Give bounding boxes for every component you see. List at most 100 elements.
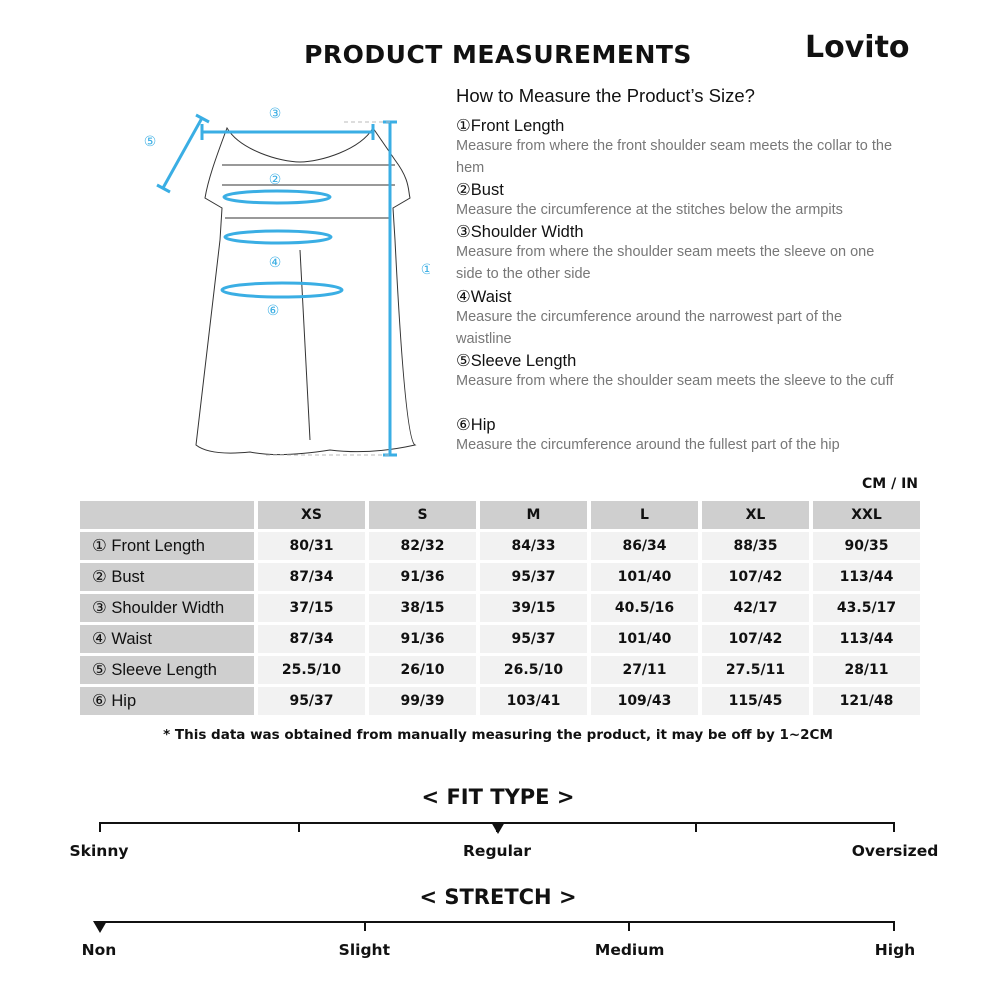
- guide-heading: How to Measure the Product’s Size?: [456, 85, 755, 106]
- scale-tick: [694, 822, 697, 832]
- scale-marker-icon: [93, 921, 107, 933]
- table-cell: 107/42: [702, 563, 809, 591]
- table-cell: 26/10: [369, 656, 476, 684]
- table-cell: 26.5/10: [480, 656, 587, 684]
- table-cell: 28/11: [813, 656, 920, 684]
- dress-diagram: ① ② ③ ④ ⑤ ⑥: [144, 106, 430, 457]
- size-header: M: [480, 501, 587, 529]
- fit-type-heading: < FIT TYPE >: [421, 785, 575, 809]
- scale-tick: [893, 822, 895, 832]
- table-cell: 27.5/11: [702, 656, 809, 684]
- guide-item: ⑥Hip Measure the circumference around the…: [456, 415, 896, 457]
- measurement-note: * This data was obtained from manually m…: [163, 727, 833, 743]
- guide-item-title: ⑤Sleeve Length: [456, 352, 577, 370]
- table-cell: 82/32: [369, 532, 476, 560]
- scale-tick: [363, 921, 366, 931]
- scale-label: Non: [81, 941, 117, 959]
- table-cell: 121/48: [813, 687, 920, 715]
- scale-label: Medium: [594, 941, 665, 959]
- table-cell: 90/35: [813, 532, 920, 560]
- label-waist: ④: [269, 255, 282, 271]
- guide-item-title: ②Bust: [456, 181, 504, 199]
- guide-item-title: ③Shoulder Width: [456, 223, 584, 241]
- label-hip: ⑥: [267, 303, 280, 319]
- scale-label: Oversized: [851, 842, 939, 860]
- size-header: XL: [702, 501, 809, 529]
- guide-item: ③Shoulder Width Measure from where the sh…: [456, 222, 896, 285]
- table-row: ⑤ Sleeve Length 25.5/10 26/10 26.5/10 27/11 2…: [80, 656, 920, 684]
- table-cell: 25.5/10: [258, 656, 365, 684]
- table-cell: 113/44: [813, 625, 920, 653]
- table-cell: 95/37: [258, 687, 365, 715]
- scale-marker-icon: [491, 822, 505, 834]
- table-cell: 91/36: [369, 563, 476, 591]
- table-row: ② Bust 87/34 91/36 95/37 101/40 107/42 113/44: [80, 563, 920, 591]
- guide-item: ④Waist Measure the circumference around t…: [456, 287, 896, 350]
- table-cell: 40.5/16: [591, 594, 698, 622]
- guide-item-desc: Measure from where the front shoulder se…: [456, 138, 893, 176]
- row-label: ③ Shoulder Width: [80, 594, 254, 622]
- table-cell: 86/34: [591, 532, 698, 560]
- row-label: ④ Waist: [80, 625, 254, 653]
- scale-label: High: [874, 941, 916, 959]
- table-row: ① Front Length 80/31 82/32 84/33 86/34 88/35 9…: [80, 532, 920, 560]
- guide-item-desc: Measure the circumference around the nar…: [456, 309, 843, 347]
- guide-item-title: ④Waist: [456, 288, 512, 306]
- table-cell: 107/42: [702, 625, 809, 653]
- label-sleeve: ⑤: [144, 134, 157, 150]
- guide-item-desc: Measure from where the shoulder seam mee…: [456, 373, 894, 389]
- table-cell: 115/45: [702, 687, 809, 715]
- table-cell: 101/40: [591, 563, 698, 591]
- row-label: ⑥ Hip: [80, 687, 254, 715]
- row-label: ① Front Length: [80, 532, 254, 560]
- guide-item: ①Front Length Measure from where the fron…: [456, 116, 896, 179]
- guide-item-desc: Measure the circumference around the ful…: [456, 437, 840, 453]
- scale-tick: [628, 921, 631, 931]
- size-header: XS: [258, 501, 365, 529]
- unit-label: CM / IN: [862, 476, 918, 492]
- table-cell: 101/40: [591, 625, 698, 653]
- table-cell: 38/15: [369, 594, 476, 622]
- guide-item-title: ①Front Length: [456, 117, 565, 135]
- table-cell: 113/44: [813, 563, 920, 591]
- label-bust: ②: [269, 172, 282, 188]
- table-row: ⑥ Hip 95/37 99/39 103/41 109/43 115/45 121/48: [80, 687, 920, 715]
- scale-tick: [893, 921, 895, 931]
- page-title: PRODUCT MEASUREMENTS: [304, 40, 692, 69]
- header-blank: [80, 501, 254, 529]
- table-cell: 80/31: [258, 532, 365, 560]
- table-cell: 37/15: [258, 594, 365, 622]
- label-shoulder: ③: [269, 106, 282, 122]
- row-label: ⑤ Sleeve Length: [80, 656, 254, 684]
- table-header-row: XS S M L XL XXL: [80, 501, 920, 529]
- label-front-length: ①: [421, 262, 430, 278]
- brand-logo: Lovito: [805, 30, 910, 65]
- scale-label: Slight: [338, 941, 390, 959]
- size-table: XS S M L XL XXL ① Front Length 80/31 82/32 84/33…: [76, 498, 924, 718]
- guide-item: ⑤Sleeve Length Measure from where the sho…: [456, 351, 896, 393]
- scale-label: Skinny: [69, 842, 129, 860]
- table-cell: 27/11: [591, 656, 698, 684]
- table-cell: 95/37: [480, 563, 587, 591]
- stretch-scale: Non Slight Medium High: [82, 921, 915, 959]
- guide-item: ②Bust Measure the circumference at the st…: [456, 180, 896, 222]
- table-cell: 39/15: [480, 594, 587, 622]
- guide-item-desc: Measure the circumference at the stitche…: [456, 202, 843, 218]
- row-label: ② Bust: [80, 563, 254, 591]
- scale-label: Regular: [463, 842, 531, 860]
- table-row: ③ Shoulder Width 37/15 38/15 39/15 40.5/16 42…: [80, 594, 920, 622]
- table-cell: 43.5/17: [813, 594, 920, 622]
- size-header: XXL: [813, 501, 920, 529]
- scale-tick: [99, 822, 101, 832]
- table-row: ④ Waist 87/34 91/36 95/37 101/40 107/42 113/44: [80, 625, 920, 653]
- table-cell: 87/34: [258, 625, 365, 653]
- fit-type-scale: Skinny Regular Oversized: [70, 822, 938, 860]
- size-header: L: [591, 501, 698, 529]
- table-cell: 99/39: [369, 687, 476, 715]
- table-cell: 91/36: [369, 625, 476, 653]
- stretch-heading: < STRETCH >: [419, 885, 577, 909]
- table-cell: 84/33: [480, 532, 587, 560]
- table-cell: 109/43: [591, 687, 698, 715]
- table-cell: 88/35: [702, 532, 809, 560]
- guide-item-title: ⑥Hip: [456, 416, 496, 434]
